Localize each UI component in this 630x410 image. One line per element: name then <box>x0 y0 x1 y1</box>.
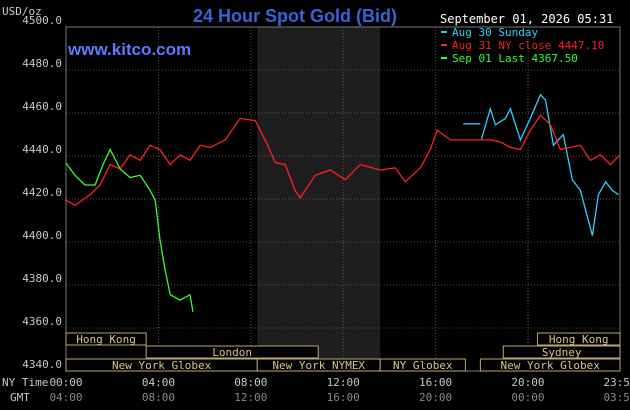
series-line <box>463 93 619 236</box>
x-tick-label: 08:00 <box>234 376 267 389</box>
x2-tick-label: 16:00 <box>327 391 360 404</box>
session-label: New York Globex <box>112 359 212 372</box>
session-label: London <box>212 346 252 359</box>
session-bar <box>479 358 621 372</box>
legend-label: Sep 01 Last 4367.50 <box>452 52 578 65</box>
session-bar <box>379 358 466 372</box>
y-tick-label: 4360.0 <box>22 315 62 328</box>
x-tick-label: 20:00 <box>511 376 544 389</box>
session-bar <box>145 345 319 359</box>
y-axis-label: USD/oz <box>2 5 42 18</box>
x-axis-label: NY Time <box>2 376 48 389</box>
y-tick-label: 4500.0 <box>22 14 62 27</box>
x-tick-label: 23:59 <box>603 376 630 389</box>
session-label: Hong Kong <box>549 333 609 346</box>
y-tick-label: 4420.0 <box>22 186 62 199</box>
session-label: New York NYMEX <box>272 359 365 372</box>
y-tick-label: 4340.0 <box>22 358 62 371</box>
x-tick-label: 12:00 <box>327 376 360 389</box>
series-line <box>65 148 194 313</box>
series-line <box>65 114 621 207</box>
y-tick-label: 4380.0 <box>22 272 62 285</box>
x2-tick-label: 03:59 <box>603 391 630 404</box>
x2-tick-label: 20:00 <box>419 391 452 404</box>
x2-tick-label: 00:00 <box>511 391 544 404</box>
x2-tick-label: 04:00 <box>49 391 82 404</box>
x-tick-label: 00:00 <box>49 376 82 389</box>
session-bar <box>65 332 147 346</box>
session-label: New York Globex <box>501 359 601 372</box>
y-tick-label: 4460.0 <box>22 100 62 113</box>
y-tick-label: 4480.0 <box>22 57 62 70</box>
timestamp: September 01, 2026 05:31 <box>440 12 613 26</box>
x-tick-label: 04:00 <box>142 376 175 389</box>
y-tick-label: 4400.0 <box>22 229 62 242</box>
session-bar <box>536 332 621 346</box>
y-tick-label: 4440.0 <box>22 143 62 156</box>
source-label: www.kitco.com <box>67 40 191 59</box>
x2-tick-label: 08:00 <box>142 391 175 404</box>
x2-tick-label: 12:00 <box>234 391 267 404</box>
chart-title: 24 Hour Spot Gold (Bid) <box>193 6 397 26</box>
x2-axis-label: GMT <box>10 391 30 404</box>
session-label: Sydney <box>542 346 582 359</box>
session-label: Hong Kong <box>76 333 136 346</box>
session-label: NY Globex <box>393 359 453 372</box>
legend-label: Aug 30 Sunday <box>452 26 538 39</box>
session-bar <box>502 345 621 359</box>
x-tick-label: 16:00 <box>419 376 452 389</box>
legend-label: Aug 31 NY close 4447.10 <box>452 39 604 52</box>
